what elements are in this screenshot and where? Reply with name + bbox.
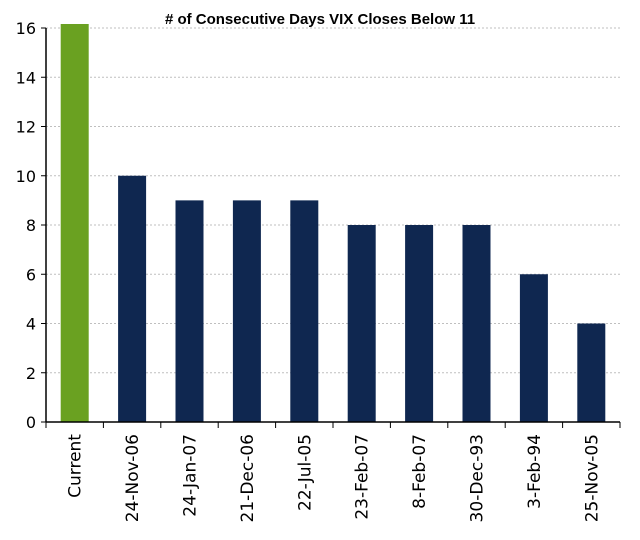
x-tick-label: 24-Jan-07	[181, 434, 201, 517]
bar	[405, 225, 434, 422]
y-tick-label: 12	[16, 118, 36, 137]
y-tick-label: 14	[16, 68, 36, 87]
y-tick-label: 6	[26, 265, 36, 284]
bar	[519, 274, 548, 422]
x-tick-labels: Current 24-Nov-06 24-Jan-07 21-Dec-06 22-Jul…	[66, 434, 603, 523]
x-tick-label: 30-Dec-93	[468, 434, 488, 522]
bar	[232, 200, 261, 422]
x-tick-label: 22-Jul-05	[295, 434, 315, 511]
bar	[118, 175, 147, 422]
x-tick-label: 21-Dec-06	[238, 434, 258, 522]
bar	[347, 225, 376, 422]
bars	[60, 24, 606, 422]
bar	[290, 200, 319, 422]
y-tick-label: 4	[26, 315, 36, 334]
x-tick-label: 8-Feb-07	[410, 434, 430, 509]
bar	[175, 200, 204, 422]
x-tick-label: 25-Nov-05	[582, 434, 602, 522]
y-tick-label: 2	[26, 364, 36, 383]
bar	[577, 323, 606, 422]
x-tick-label: 24-Nov-06	[123, 434, 143, 522]
y-tick-label: 16	[16, 19, 36, 38]
y-tick-labels: 0 2 4 6 8 10 12 14 16	[16, 19, 36, 432]
y-tick-label: 8	[26, 216, 36, 235]
y-tick-label: 0	[26, 413, 36, 432]
chart-title: # of Consecutive Days VIX Closes Below 1…	[165, 11, 475, 28]
axes	[41, 27, 621, 428]
bar-current	[60, 24, 89, 422]
x-tick-label: 3-Feb-94	[525, 434, 545, 509]
bar	[462, 225, 491, 422]
x-tick-label: 23-Feb-07	[353, 434, 373, 520]
x-tick-label: Current	[66, 434, 86, 498]
y-tick-label: 10	[16, 167, 36, 186]
